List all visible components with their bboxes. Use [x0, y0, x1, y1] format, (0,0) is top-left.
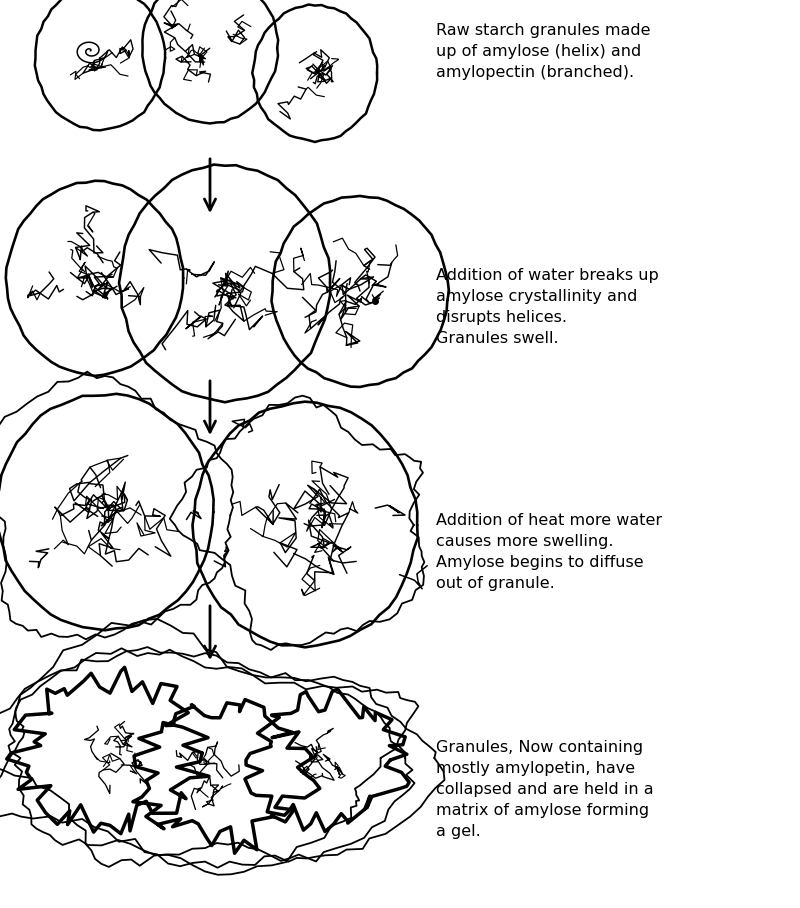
Text: Addition of water breaks up
amylose crystallinity and
disrupts helices.
Granules: Addition of water breaks up amylose crys…	[436, 268, 658, 346]
Text: Addition of heat more water
causes more swelling.
Amylose begins to diffuse
out : Addition of heat more water causes more …	[436, 513, 662, 591]
Text: Raw starch granules made
up of amylose (helix) and
amylopectin (branched).: Raw starch granules made up of amylose (…	[436, 23, 650, 80]
Text: Granules, Now containing
mostly amylopetin, have
collapsed and are held in a
mat: Granules, Now containing mostly amylopet…	[436, 740, 654, 839]
